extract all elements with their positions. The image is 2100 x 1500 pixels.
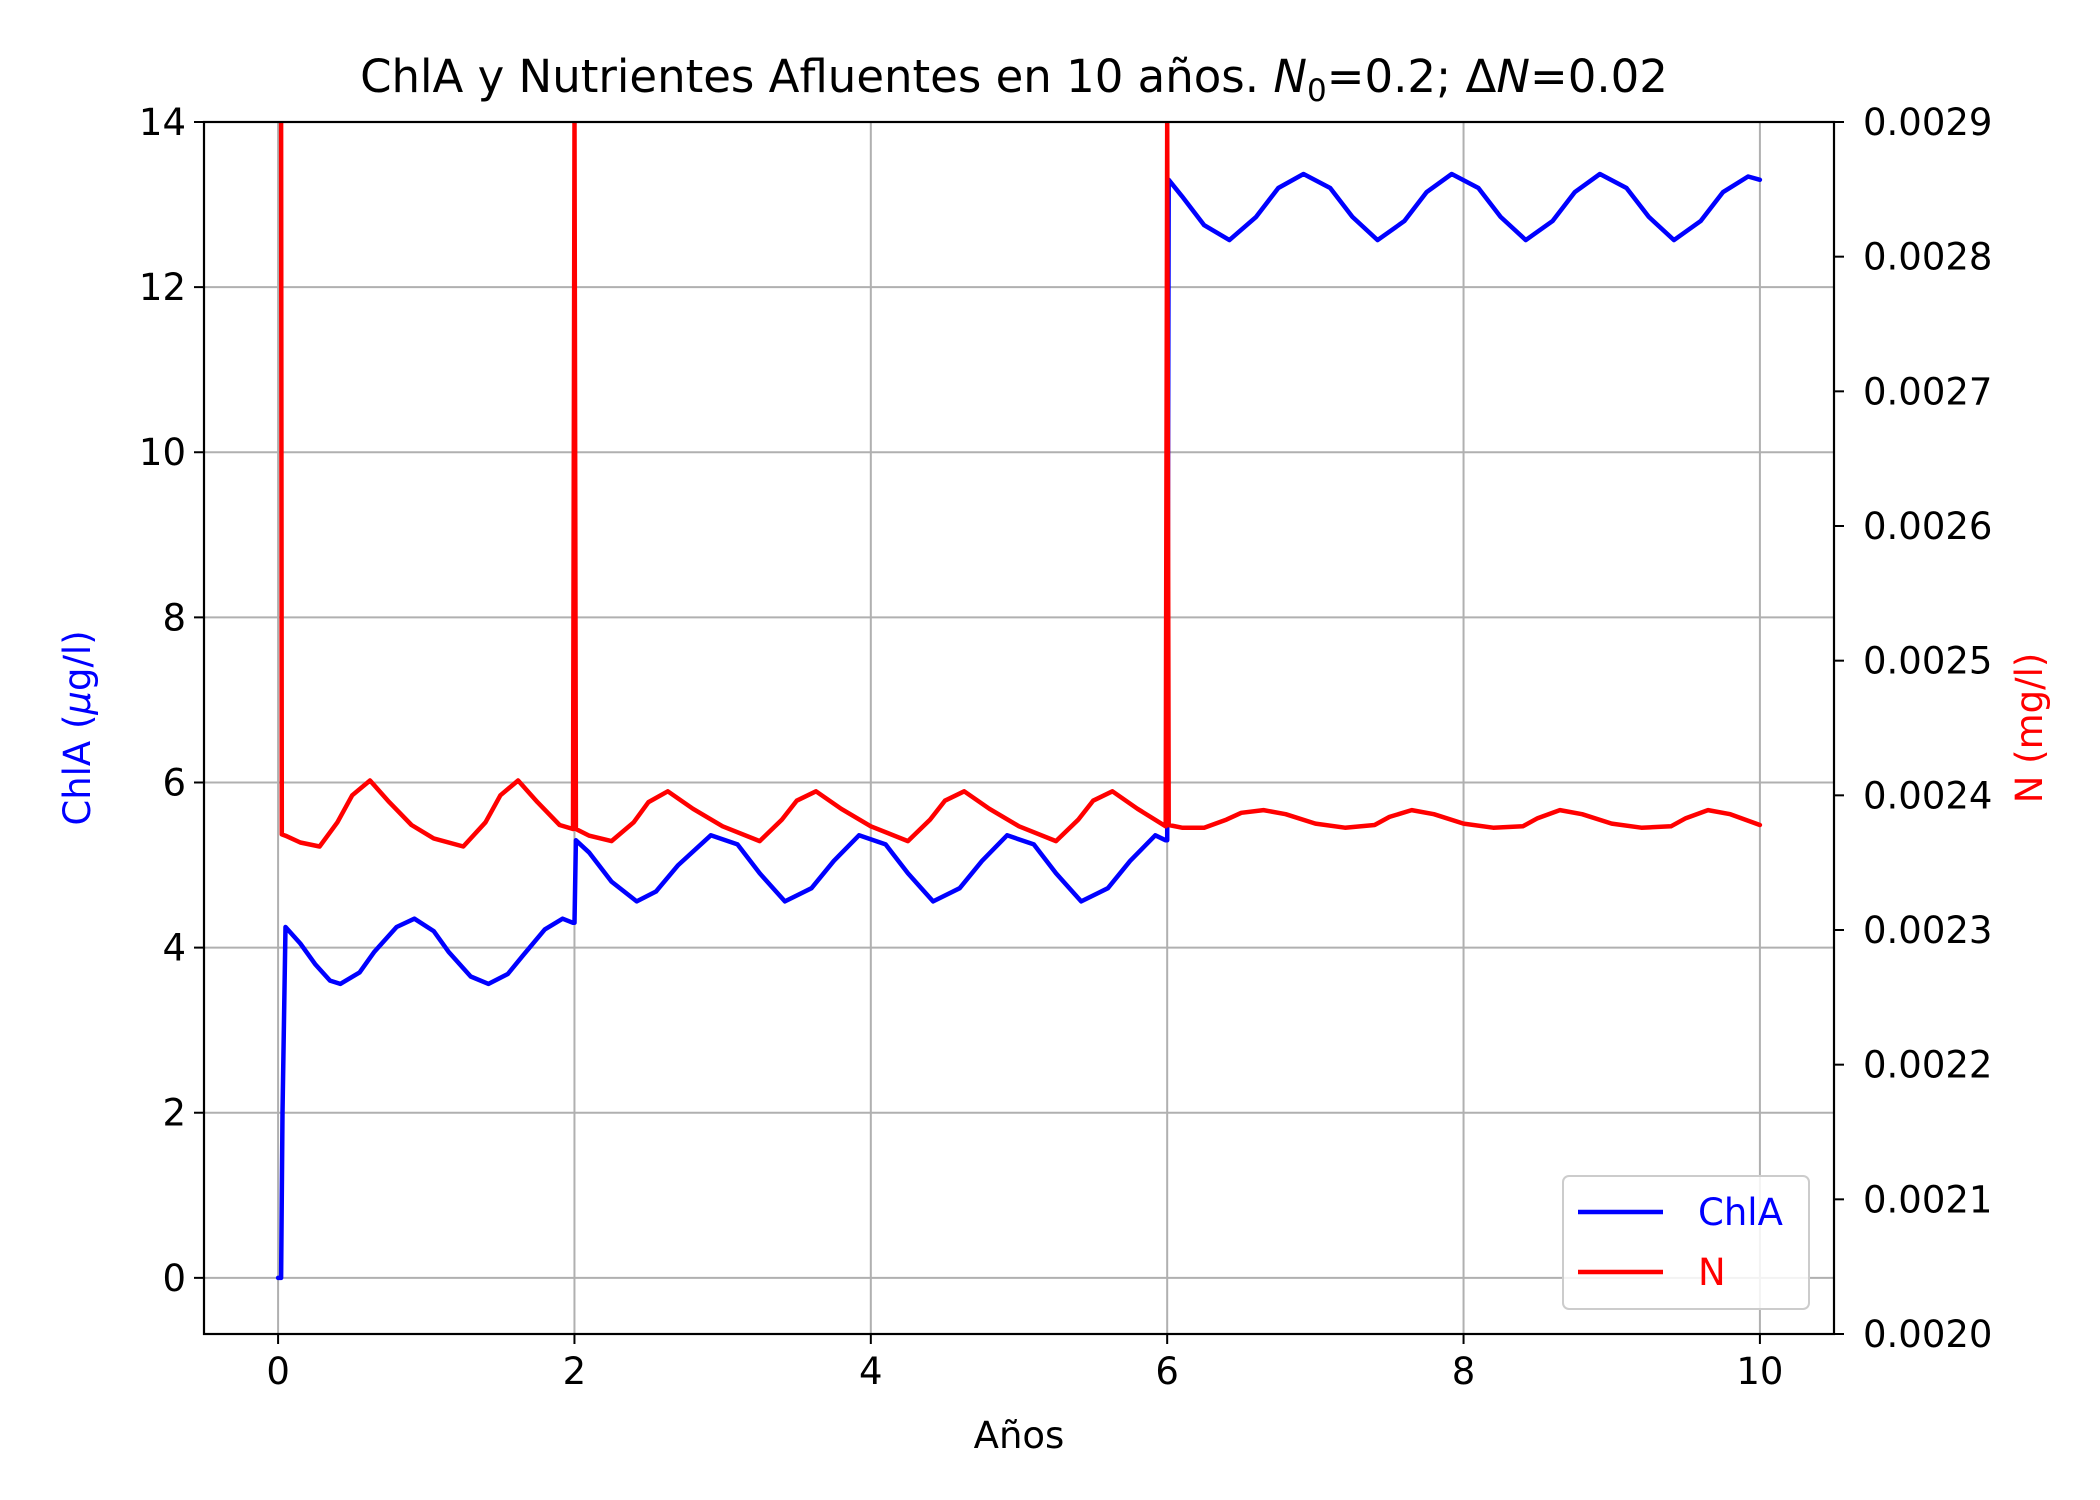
x-axis-title: Años <box>974 1414 1065 1457</box>
y-right-tick-label: 0.0029 <box>1863 101 1992 144</box>
chart-title: ChlA y Nutrientes Afluentes en 10 años. … <box>360 50 1668 109</box>
y-right-tick-label: 0.0021 <box>1863 1178 1992 1221</box>
y-right-tick-label: 0.0022 <box>1863 1044 1992 1087</box>
x-tick-label: 8 <box>1452 1350 1476 1393</box>
y-left-tick-label: 8 <box>162 596 186 639</box>
y-right-tick-label: 0.0020 <box>1863 1313 1992 1356</box>
x-tick-label: 0 <box>266 1350 290 1393</box>
y-left-tick-label: 0 <box>162 1257 186 1300</box>
y-axis-right-title: N (mg/l) <box>2008 653 2051 804</box>
y-right-tick-label: 0.0028 <box>1863 236 1992 279</box>
y-right-tick-label: 0.0025 <box>1863 640 1992 683</box>
y-left-tick-label: 4 <box>162 927 186 970</box>
y-axis-left-title: ChlA (μg/l) <box>56 630 99 825</box>
plot-frame <box>202 120 1836 1336</box>
y-left-tick-label: 10 <box>139 431 186 474</box>
y-axis-right: 0.0020 0.0021 0.0022 0.0023 0.0024 0.0025 0.00… <box>1834 101 1992 1356</box>
y-axis-left: 0 2 4 6 8 10 12 14 <box>139 101 204 1300</box>
series-layer <box>275 122 1763 1281</box>
y-left-tick-label: 6 <box>162 761 186 804</box>
x-tick-label: 2 <box>563 1350 587 1393</box>
y-left-tick-label: 14 <box>139 101 186 144</box>
y-right-tick-label: 0.0027 <box>1863 370 1992 413</box>
series-line-chla <box>275 171 1763 1281</box>
x-tick-label: 4 <box>859 1350 883 1393</box>
y-left-tick-label: 2 <box>162 1092 186 1135</box>
legend: ChlA N <box>1562 1175 1810 1310</box>
legend-label-n: N <box>1698 1251 1726 1294</box>
series-line-n <box>278 122 1763 849</box>
grid <box>204 121 1834 1334</box>
y-left-tick-label: 12 <box>139 266 186 309</box>
x-tick-label: 10 <box>1736 1350 1783 1393</box>
y-right-tick-label: 0.0026 <box>1863 505 1992 548</box>
legend-box <box>1562 1175 1810 1310</box>
legend-label-chla: ChlA <box>1698 1191 1783 1234</box>
y-right-tick-label: 0.0024 <box>1863 774 1992 817</box>
x-axis: 0 2 4 6 8 10 <box>266 1334 1783 1393</box>
x-tick-label: 6 <box>1155 1350 1179 1393</box>
y-right-tick-label: 0.0023 <box>1863 909 1992 952</box>
